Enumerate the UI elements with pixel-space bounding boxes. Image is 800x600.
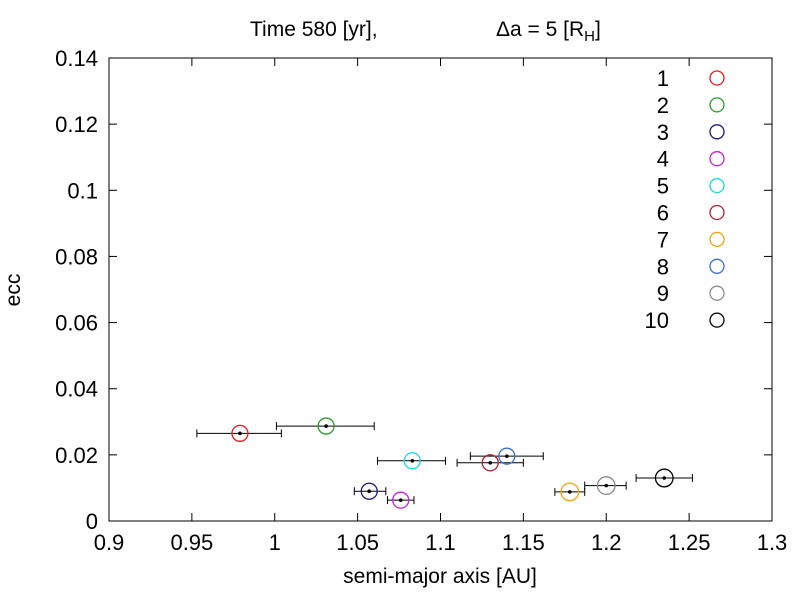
y-tick-label: 0.04: [55, 377, 98, 402]
marker-center-8: [505, 454, 509, 458]
marker-center-10: [662, 476, 667, 480]
legend-label-7: 7: [657, 227, 669, 252]
x-tick-label: 1.05: [336, 530, 379, 555]
x-axis: 0.9 0.95 1 1.05 1.1 1.15 1.2 1.25 1.3: [94, 58, 788, 555]
marker-center-6: [488, 460, 493, 465]
legend-marker-6: [709, 204, 725, 221]
legend-marker-3: [709, 124, 725, 140]
x-axis-label: semi-major axis [AU]: [343, 565, 537, 588]
legend-label-9: 9: [657, 281, 669, 306]
legend-marker-7: [709, 231, 725, 248]
marker-7: [560, 482, 580, 502]
marker-5: [403, 452, 421, 470]
legend-marker-1: [709, 70, 725, 86]
y-tick-label: 0.14: [55, 46, 98, 71]
marker-center-7: [567, 490, 572, 494]
x-tick-label: 0.95: [170, 530, 213, 555]
marker-1: [231, 424, 249, 443]
marker-3: [360, 482, 378, 500]
legend-label-8: 8: [657, 254, 669, 279]
legend-marker-2: [709, 97, 725, 113]
x-tick-label: 1.1: [425, 530, 456, 555]
marker-center-9: [604, 483, 609, 488]
chart-title: Time 580 [yr], Δa = 5 [RH]: [250, 18, 601, 45]
legend-marker-5: [709, 177, 725, 194]
marker-10: [654, 468, 674, 488]
marker-center-1: [238, 431, 242, 436]
markers: [231, 417, 674, 509]
x-tick-label: 1.15: [502, 530, 545, 555]
y-axis: 0 0.02 0.04 0.06 0.08 0.1 0.12 0.14: [55, 46, 772, 534]
marker-8: [498, 447, 516, 465]
legend-label-1: 1: [657, 66, 669, 91]
legend-marker-10: [709, 312, 725, 328]
legend-label-6: 6: [657, 201, 669, 226]
legend-marker-4: [709, 151, 725, 167]
title-delta-a-subscript: H: [584, 28, 595, 45]
legend-label-5: 5: [657, 174, 669, 199]
y-tick-label: 0.06: [55, 311, 98, 336]
y-tick-label: 0.08: [55, 244, 98, 269]
marker-9: [596, 476, 616, 496]
title-delta-a-suffix: ]: [595, 18, 601, 41]
legend-label-3: 3: [657, 120, 669, 145]
title-delta-a-prefix: Δa = 5 [R: [496, 18, 584, 41]
plot-frame: [108, 57, 773, 522]
marker-center-2: [324, 424, 328, 428]
y-tick-label: 0.02: [55, 443, 98, 468]
x-tick-label: 1.3: [757, 530, 788, 555]
title-time: Time 580 [yr],: [250, 18, 378, 41]
y-axis-label: ecc: [2, 274, 25, 307]
marker-4: [392, 491, 410, 509]
marker-center-5: [410, 459, 415, 463]
x-tick-label: 0.9: [94, 530, 125, 555]
title-delta-a: Δa = 5 [RH]: [496, 18, 601, 45]
legend-marker-9: [709, 285, 725, 301]
legend-label-10: 10: [645, 308, 669, 333]
marker-center-3: [367, 489, 372, 494]
legend-label-4: 4: [657, 147, 669, 172]
marker-6: [481, 454, 499, 472]
y-tick-label: 0: [86, 509, 98, 534]
marker-center-4: [398, 498, 403, 502]
y-tick-label: 0.12: [55, 112, 98, 137]
y-tick-label: 0.1: [67, 178, 98, 203]
x-tick-label: 1.2: [591, 530, 622, 555]
legend-label-2: 2: [657, 93, 669, 118]
marker-2: [317, 417, 335, 435]
x-tick-label: 1: [269, 530, 281, 555]
x-tick-label: 1.25: [668, 530, 711, 555]
legend-marker-8: [709, 258, 725, 274]
error-bars: [196, 422, 693, 505]
